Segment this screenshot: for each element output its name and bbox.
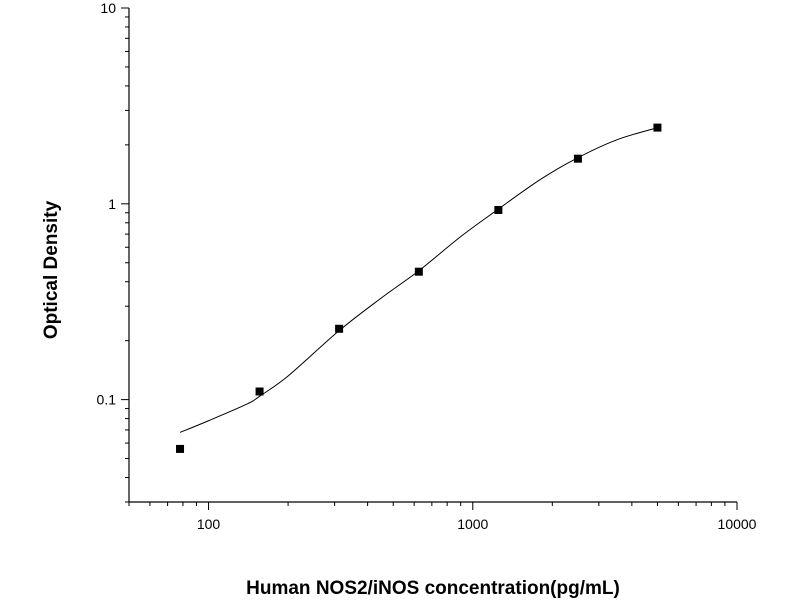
x-tick-label: 100 — [197, 516, 221, 532]
data-point — [653, 123, 662, 132]
data-point — [494, 205, 503, 214]
fit-curve — [179, 127, 658, 433]
x-tick-label: 10000 — [718, 516, 757, 532]
x-ticks: 100 1000 10000 — [128, 502, 757, 532]
data-point — [573, 154, 582, 163]
y-ticks: 0.1 1 10 — [97, 0, 129, 503]
data-point — [414, 267, 423, 276]
y-axis-title: Optical Density — [41, 200, 62, 339]
data-point — [335, 324, 344, 333]
y-tick-label: 1 — [108, 196, 116, 212]
y-tick-label: 0.1 — [97, 392, 117, 408]
data-point — [255, 387, 264, 396]
y-tick-label: 10 — [100, 0, 116, 16]
x-tick-label: 1000 — [457, 516, 488, 532]
data-point — [176, 444, 185, 453]
x-axis-title: Human NOS2/iNOS concentration(pg/mL) — [246, 578, 620, 599]
data-points — [176, 123, 662, 453]
axes — [128, 8, 737, 503]
